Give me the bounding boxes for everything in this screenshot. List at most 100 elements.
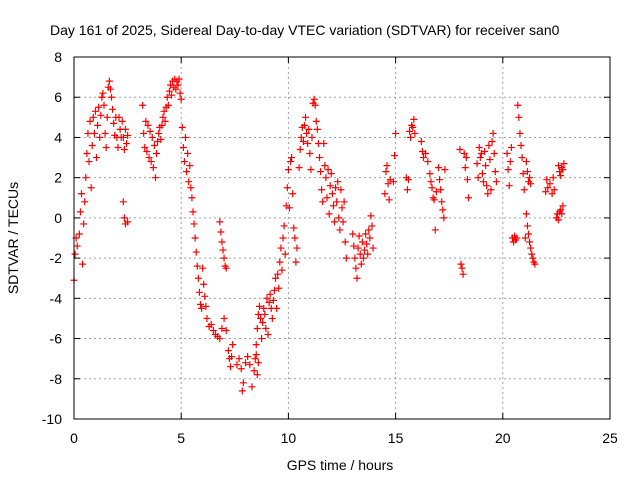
data-point	[201, 292, 209, 300]
data-point	[161, 117, 169, 125]
data-point	[186, 162, 194, 170]
data-point	[191, 234, 199, 242]
data-point	[353, 274, 361, 282]
data-point	[199, 264, 207, 272]
data-point	[322, 174, 330, 182]
data-point	[276, 258, 284, 266]
data-point	[384, 180, 392, 188]
data-point	[519, 170, 527, 178]
data-point	[172, 85, 180, 93]
data-point	[263, 294, 271, 302]
data-point	[336, 226, 344, 234]
data-point	[475, 144, 483, 151]
data-point	[323, 194, 331, 202]
data-point	[366, 234, 374, 242]
data-point	[224, 347, 232, 355]
data-point	[558, 210, 566, 218]
data-point	[165, 87, 173, 95]
data-point	[229, 341, 237, 349]
data-point	[261, 310, 269, 318]
data-point	[163, 93, 171, 101]
data-point	[507, 144, 515, 151]
data-point	[363, 240, 371, 248]
data-point	[244, 353, 252, 361]
y-tick-label: 4	[54, 129, 62, 145]
x-tick-label: 20	[495, 430, 511, 446]
data-point	[102, 144, 110, 151]
data-point	[557, 206, 565, 214]
data-point	[219, 246, 227, 254]
data-point	[354, 244, 362, 252]
data-point	[487, 186, 495, 194]
data-point	[327, 170, 335, 178]
data-point	[481, 148, 489, 156]
data-point	[521, 234, 529, 242]
data-point	[389, 178, 397, 186]
data-point	[492, 178, 500, 186]
data-point	[164, 101, 172, 109]
data-point	[192, 248, 200, 256]
data-point	[90, 129, 98, 137]
data-point	[194, 274, 202, 282]
data-point	[187, 184, 195, 192]
data-point	[296, 146, 304, 154]
data-point	[257, 314, 265, 322]
data-point	[339, 218, 347, 226]
data-point	[478, 170, 486, 178]
data-point	[365, 226, 373, 234]
data-point	[108, 93, 116, 101]
data-point	[120, 146, 128, 154]
data-point	[334, 178, 342, 186]
data-point	[392, 129, 400, 137]
x-tick-label: 10	[281, 430, 297, 446]
data-point	[264, 331, 272, 339]
data-point	[531, 260, 539, 268]
data-point	[103, 113, 111, 121]
data-point	[281, 250, 289, 258]
data-point	[358, 238, 366, 246]
data-point	[88, 141, 96, 149]
data-point	[274, 270, 282, 278]
data-point	[252, 341, 260, 349]
data-point	[110, 119, 118, 127]
data-point	[349, 230, 357, 238]
y-tick-label: -4	[50, 290, 63, 306]
data-point	[438, 198, 446, 206]
data-point	[431, 226, 439, 234]
data-point	[189, 208, 197, 216]
data-point	[439, 206, 447, 214]
data-point	[312, 117, 320, 125]
data-point	[297, 133, 305, 141]
y-tick-label: 6	[54, 89, 62, 105]
data-point	[456, 146, 464, 154]
data-point	[147, 158, 155, 166]
data-point	[121, 125, 129, 133]
data-point	[523, 168, 531, 176]
data-point	[555, 216, 563, 224]
data-point	[559, 202, 567, 210]
data-point	[118, 117, 126, 125]
data-point	[252, 351, 260, 359]
data-point	[351, 254, 359, 262]
data-point	[259, 318, 267, 326]
data-point	[342, 254, 350, 262]
data-point	[434, 164, 442, 172]
y-tick-label: 0	[54, 210, 62, 226]
data-point	[279, 234, 287, 242]
data-point	[153, 150, 161, 158]
data-point	[462, 154, 470, 162]
data-point	[313, 125, 321, 133]
data-point	[488, 137, 496, 145]
data-point	[300, 121, 308, 129]
data-point	[303, 129, 311, 137]
data-point	[272, 274, 280, 282]
data-point	[311, 101, 319, 109]
data-point	[160, 107, 168, 115]
data-point	[503, 150, 511, 158]
data-point	[430, 196, 438, 204]
data-point	[82, 174, 90, 182]
data-point	[266, 290, 274, 298]
data-point	[254, 310, 262, 318]
data-point	[427, 178, 435, 186]
